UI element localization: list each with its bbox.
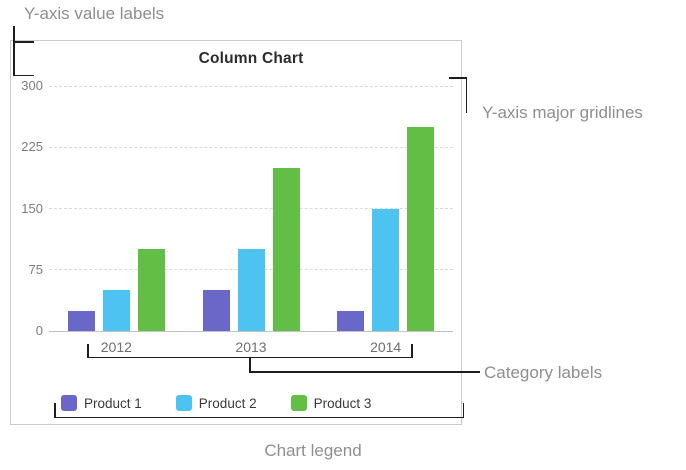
annotation-chart-legend: Chart legend xyxy=(264,441,362,460)
category-label: 2014 xyxy=(370,339,402,355)
bar-product-2-2012 xyxy=(102,290,130,331)
callout-line-gridlines-stem xyxy=(465,77,467,113)
legend-swatch xyxy=(61,395,77,411)
callout-line-gridlines-tick xyxy=(449,77,467,79)
chart-legend: Product 1 Product 2 Product 3 xyxy=(61,395,371,411)
legend-swatch xyxy=(290,395,307,411)
legend-label: Product 2 xyxy=(198,395,257,411)
x-axis-baseline xyxy=(49,330,453,332)
legend-label: Product 1 xyxy=(84,395,142,411)
y-axis-value-label: 75 xyxy=(28,261,43,277)
legend-item-product-1: Product 1 xyxy=(61,395,142,411)
legend-item-product-3: Product 3 xyxy=(290,395,372,411)
category-label: 2013 xyxy=(235,339,267,355)
annotation-y-axis-value-labels: Y-axis value labels xyxy=(24,4,165,23)
legend-swatch xyxy=(175,395,192,411)
bar-product-3-2014 xyxy=(407,126,435,331)
bar-product-1-2013 xyxy=(202,290,230,331)
bar-product-3-2012 xyxy=(137,249,165,331)
chart-title: Column Chart xyxy=(198,50,304,67)
callout-line-categories-tick-right xyxy=(411,344,413,358)
callout-line-categories-connector xyxy=(249,371,480,373)
annotation-category-labels: Category labels xyxy=(484,363,603,382)
y-major-gridline xyxy=(49,85,453,87)
bar-product-3-2013 xyxy=(272,167,300,331)
callout-line-categories-tick-left xyxy=(87,344,89,358)
callout-line-y-value-labels-tick-top xyxy=(13,41,34,43)
y-axis-value-label: 150 xyxy=(21,200,43,216)
legend-label: Product 3 xyxy=(313,395,372,411)
callout-line-y-value-labels-stem xyxy=(13,26,15,76)
plot-area: 0 75 150 225 300 2012 2013 2014 xyxy=(21,78,453,355)
callout-line-legend-tick-left xyxy=(54,403,56,418)
callout-line-y-value-labels-tick-bottom xyxy=(13,74,34,76)
legend-item-product-2: Product 2 xyxy=(175,395,257,411)
category-label: 2012 xyxy=(100,339,132,355)
y-major-gridline xyxy=(49,208,453,209)
bar-product-1-2012 xyxy=(67,310,95,331)
y-axis-value-label: 225 xyxy=(21,139,43,155)
y-axis-value-label: 0 xyxy=(35,323,43,338)
callout-line-legend-span xyxy=(54,416,464,418)
bar-product-1-2014 xyxy=(337,310,365,331)
callout-line-legend-tick-right xyxy=(462,403,464,418)
bar-product-2-2014 xyxy=(372,208,400,331)
y-axis-value-label: 300 xyxy=(21,78,43,93)
y-major-gridline xyxy=(49,146,453,148)
bar-product-2-2013 xyxy=(237,249,265,331)
column-chart: Column Chart 0 75 150 225 300 2012 2013 2014 Pr… xyxy=(10,40,462,425)
annotation-y-axis-major-gridlines: Y-axis major gridlines xyxy=(482,103,643,122)
callout-line-categories-stem xyxy=(249,356,251,373)
